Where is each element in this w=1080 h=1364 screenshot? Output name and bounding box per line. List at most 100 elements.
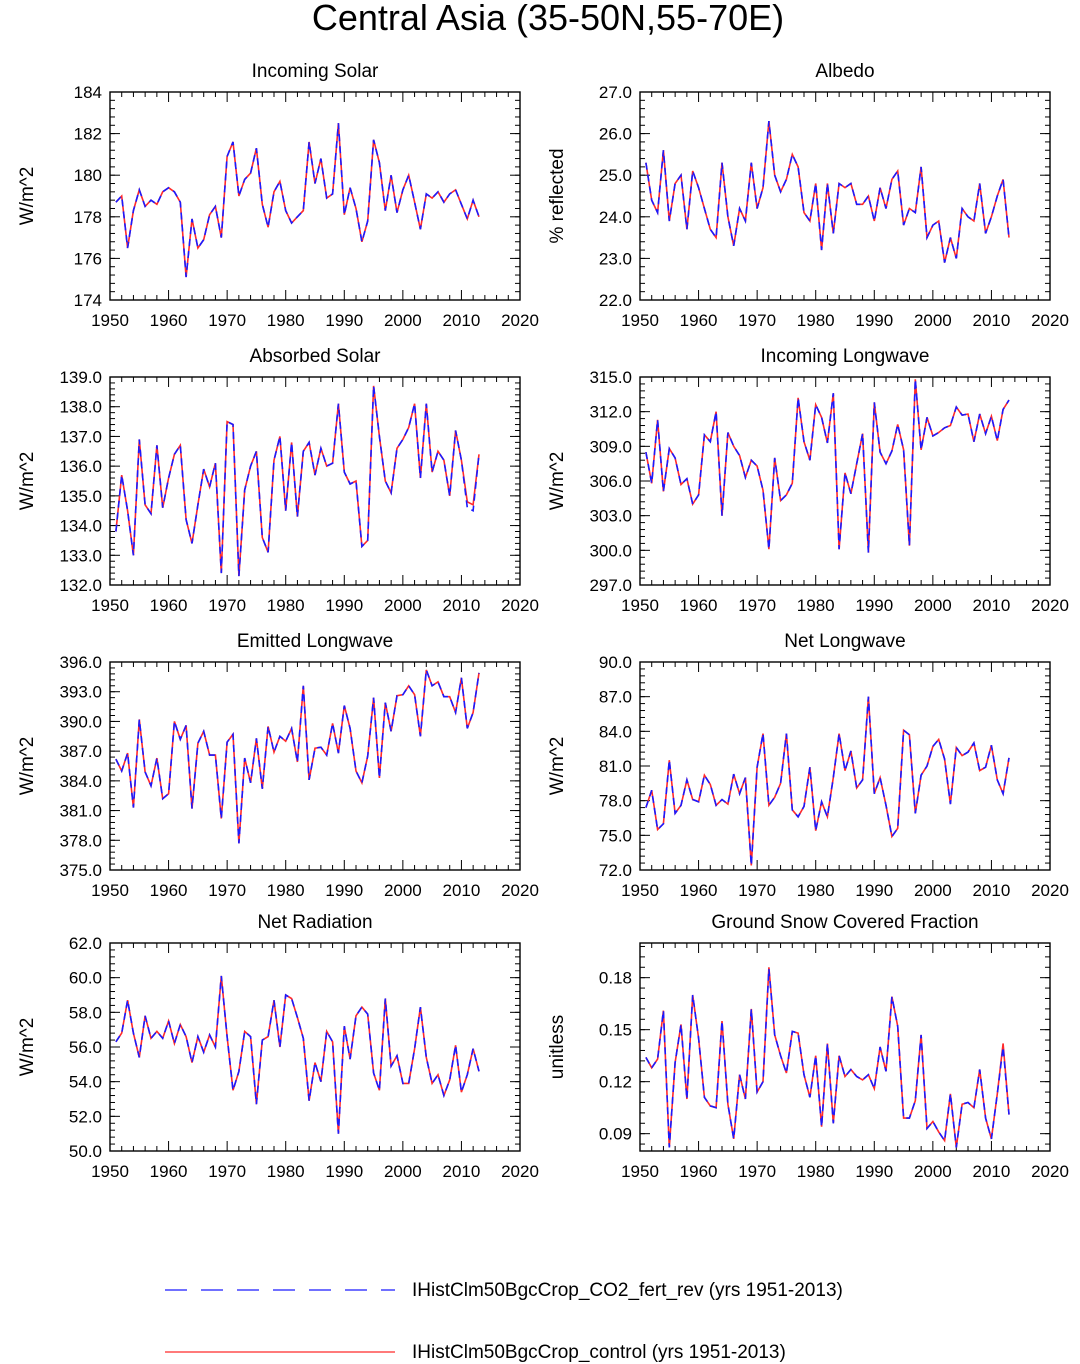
- y-tick-label: 50.0: [69, 1142, 102, 1161]
- series-line-co2-fert-rev: [115, 669, 480, 844]
- y-tick-label: 309.0: [589, 437, 632, 456]
- y-tick-label: 90.0: [599, 653, 632, 672]
- y-tick-label: 139.0: [59, 368, 102, 387]
- panels: Incoming Solar W/m^2 1950 1960 1970 1980 1990 2…: [17, 61, 1069, 1181]
- y-tick-label: 78.0: [599, 792, 632, 811]
- y-tick-label: 178: [74, 208, 102, 227]
- y-tick-label: 54.0: [69, 1073, 102, 1092]
- x-tick-label: 1980: [267, 881, 305, 900]
- y-tick-label: 0.09: [599, 1125, 632, 1144]
- x-tick-label: 1950: [621, 311, 659, 330]
- y-tick-label: 306.0: [589, 472, 632, 491]
- y-tick-label: 297.0: [589, 576, 632, 595]
- panel-title: Ground Snow Covered Fraction: [711, 912, 978, 933]
- x-tick-label: 1950: [91, 1162, 129, 1181]
- series-line-co2-fert-rev: [645, 379, 1010, 553]
- x-tick-label: 1960: [680, 881, 718, 900]
- y-axis-label: W/m^2: [17, 452, 38, 511]
- x-tick-label: 2000: [384, 1162, 422, 1181]
- x-tick-label: 1970: [208, 596, 246, 615]
- x-tick-label: 1960: [150, 311, 188, 330]
- x-tick-label: 1980: [797, 1162, 835, 1181]
- x-tick-label: 2020: [501, 311, 539, 330]
- y-tick-label: 0.15: [599, 1021, 632, 1040]
- x-tick-label: 1950: [621, 596, 659, 615]
- x-tick-label: 1950: [91, 881, 129, 900]
- x-tick-label: 2000: [914, 881, 952, 900]
- panel-emitted-longwave: Emitted Longwave W/m^2 1950 1960 1970 1980 199…: [17, 631, 539, 900]
- series-line-control: [115, 385, 480, 577]
- y-tick-label: 56.0: [69, 1038, 102, 1057]
- plot-frame: [639, 376, 1051, 586]
- legend: IHistClm50BgcCrop_CO2_fert_rev (yrs 1951…: [165, 1280, 843, 1363]
- y-tick-label: 22.0: [599, 291, 632, 310]
- y-tick-label: 62.0: [69, 934, 102, 953]
- y-tick-label: 87.0: [599, 688, 632, 707]
- x-tick-label: 1960: [150, 596, 188, 615]
- panel-title: Net Longwave: [784, 631, 905, 652]
- y-tick-label: 387.0: [59, 742, 102, 761]
- series-line-control: [645, 967, 1010, 1148]
- x-tick-label: 1990: [325, 881, 363, 900]
- legend-label-co2-fert-rev: IHistClm50BgcCrop_CO2_fert_rev (yrs 1951…: [412, 1280, 843, 1301]
- y-tick-label: 174: [74, 291, 102, 310]
- y-tick-label: 26.0: [599, 125, 632, 144]
- panel-title: Net Radiation: [257, 912, 372, 933]
- y-tick-label: 396.0: [59, 653, 102, 672]
- x-tick-label: 2010: [973, 311, 1011, 330]
- x-tick-label: 2000: [384, 596, 422, 615]
- y-tick-label: 132.0: [59, 576, 102, 595]
- x-tick-label: 1980: [797, 311, 835, 330]
- x-tick-label: 2000: [914, 311, 952, 330]
- y-tick-label: 138.0: [59, 398, 102, 417]
- panel-title: Incoming Longwave: [761, 346, 930, 367]
- x-tick-label: 1960: [680, 311, 718, 330]
- series-line-control: [115, 123, 480, 278]
- x-tick-label: 2010: [443, 1162, 481, 1181]
- x-tick-label: 2000: [384, 881, 422, 900]
- x-tick-label: 2000: [384, 311, 422, 330]
- y-axis-label: W/m^2: [17, 1018, 38, 1077]
- x-tick-label: 1990: [325, 596, 363, 615]
- x-tick-label: 1960: [680, 596, 718, 615]
- x-tick-label: 1970: [738, 311, 776, 330]
- y-tick-label: 81.0: [599, 757, 632, 776]
- x-tick-label: 1960: [150, 1162, 188, 1181]
- x-tick-label: 1970: [738, 881, 776, 900]
- x-tick-label: 2020: [1031, 311, 1069, 330]
- x-tick-label: 1970: [738, 1162, 776, 1181]
- y-axis-label: W/m^2: [17, 737, 38, 796]
- plot-frame: [109, 376, 521, 586]
- y-tick-label: 390.0: [59, 712, 102, 731]
- panel-incoming-solar: Incoming Solar W/m^2 1950 1960 1970 1980 1990 2…: [17, 61, 539, 330]
- y-tick-label: 184: [74, 83, 102, 102]
- x-tick-label: 1990: [855, 596, 893, 615]
- series-line-co2-fert-rev: [115, 123, 480, 278]
- y-tick-label: 176: [74, 249, 102, 268]
- x-tick-label: 1950: [91, 311, 129, 330]
- x-tick-label: 1990: [325, 1162, 363, 1181]
- y-tick-label: 300.0: [589, 541, 632, 560]
- x-tick-label: 2000: [914, 596, 952, 615]
- x-tick-label: 2010: [443, 881, 481, 900]
- y-tick-label: 384.0: [59, 772, 102, 791]
- y-tick-label: 23.0: [599, 249, 632, 268]
- panel-net-longwave: Net Longwave W/m^2 1950 1960 1970 1980 1990 200…: [547, 631, 1069, 900]
- y-tick-label: 75.0: [599, 826, 632, 845]
- x-tick-label: 1980: [797, 596, 835, 615]
- x-tick-label: 1990: [855, 881, 893, 900]
- y-tick-label: 182: [74, 125, 102, 144]
- x-tick-label: 1970: [208, 311, 246, 330]
- panel-albedo: Albedo % reflected 1950 1960 1970 1980 1990 200…: [547, 61, 1069, 330]
- y-tick-label: 136.0: [59, 457, 102, 476]
- x-tick-label: 2010: [973, 596, 1011, 615]
- figure-title: Central Asia (35-50N,55-70E): [312, 0, 784, 38]
- y-tick-label: 25.0: [599, 166, 632, 185]
- y-tick-label: 315.0: [589, 368, 632, 387]
- series-line-control: [645, 121, 1010, 263]
- x-tick-label: 1950: [621, 881, 659, 900]
- x-tick-label: 1990: [325, 311, 363, 330]
- x-tick-label: 2010: [443, 311, 481, 330]
- panel-incoming-longwave: Incoming Longwave W/m^2 1950 1960 1970 1980 19…: [547, 346, 1069, 615]
